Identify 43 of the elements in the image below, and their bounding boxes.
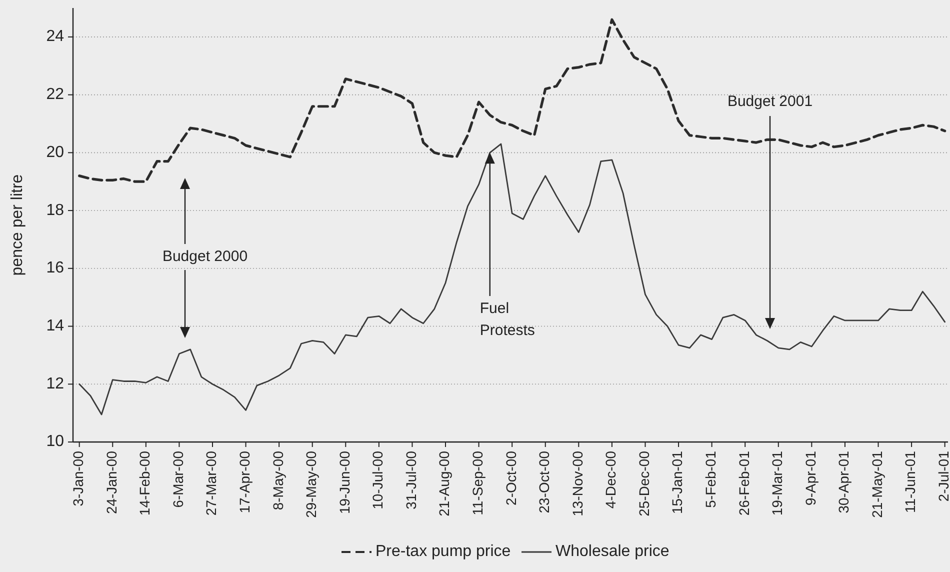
x-tick-label: 26-Feb-01	[736, 450, 752, 516]
x-tick-label: 13-Nov-00	[569, 450, 586, 516]
y-tick-label: 18	[46, 202, 64, 219]
x-tick-label: 21-Aug-00	[436, 450, 452, 516]
x-tick-label: 17-Apr-00	[236, 450, 252, 514]
y-tick-label: 20	[46, 144, 64, 161]
x-tick-label: 21-May-01	[868, 450, 885, 518]
y-tick-label: 16	[46, 260, 64, 277]
annotation: Budget 2001	[727, 92, 813, 110]
x-tick-label: 2-Oct-00	[502, 450, 519, 506]
x-tick-label: 10-Jul-00	[370, 450, 386, 510]
x-tick-label: 29-May-00	[303, 450, 320, 518]
x-tick-label: 11-Sep-00	[470, 450, 486, 516]
line-series	[78, 143, 946, 416]
y-tick-label: 10	[46, 433, 64, 450]
x-tick-label: 6-Mar-00	[170, 450, 186, 508]
x-tick-label: 24-Jan-00	[103, 450, 120, 514]
x-tick-label: 9-Apr-01	[802, 450, 818, 506]
x-tick-label: 5-Feb-01	[702, 450, 719, 508]
x-tick-label: 8-May-00	[270, 450, 286, 510]
x-tick-label: 3-Jan-00	[70, 450, 86, 506]
x-tick-label: 31-Jul-00	[402, 450, 419, 510]
x-tick-label: 4-Dec-00	[602, 450, 619, 509]
y-tick-label: 14	[46, 317, 64, 334]
x-tick-label: 25-Dec-00	[636, 450, 652, 516]
x-tick-label: 19-Mar-01	[769, 450, 786, 516]
x-tick-label: 15-Jan-01	[669, 450, 686, 514]
legend-label: Pre-tax pump price	[376, 543, 511, 560]
x-tick-label: 23-Oct-00	[536, 450, 552, 514]
x-tick-label: 19-Jun-00	[336, 450, 352, 514]
y-tick-label: 24	[46, 28, 64, 46]
line-series	[78, 18, 946, 183]
annotation: Fuel Protests	[480, 300, 535, 339]
legend-label: Wholesale price	[556, 543, 670, 560]
x-tick-label: 30-Apr-01	[836, 450, 852, 514]
x-tick-label: 2-Jul-01	[936, 450, 950, 502]
y-axis-title: pence per litre	[9, 174, 26, 276]
x-tick-label: 14-Feb-00	[136, 450, 153, 516]
x-tick-label: 11-Jun-01	[902, 450, 918, 514]
y-tick-label: 22	[46, 86, 64, 104]
annotation: Budget 2000	[162, 248, 248, 265]
x-tick-label: 27-Mar-00	[203, 450, 220, 516]
y-tick-label: 12	[46, 375, 64, 392]
